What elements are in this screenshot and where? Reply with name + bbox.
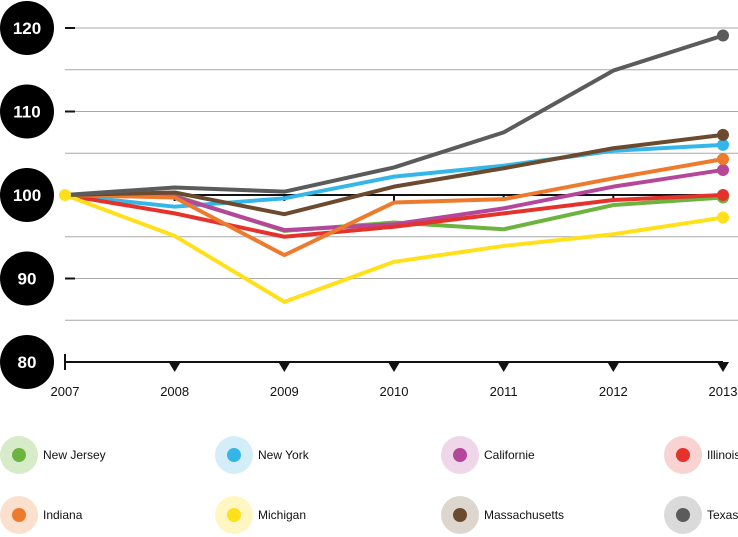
series-end-point [717,29,729,42]
series-start-point [59,189,71,201]
y-tick-badge [0,168,54,222]
y-tick-label: 100 [13,186,41,205]
legend-item-michigan: Michigan [215,495,306,535]
legend-swatch [441,436,479,474]
y-tick-label: 120 [13,19,41,38]
legend-dot [12,448,26,462]
legend-item-illinois: Illinois [664,435,738,475]
x-axis-tick [388,362,400,372]
legend-dot [453,448,467,462]
x-axis-tick [717,362,729,372]
legend-swatch [0,436,38,474]
legend-item-new-york: New York [215,435,309,475]
series-end-point [717,211,729,224]
legend-dot [453,508,467,522]
legend-dot [227,508,241,522]
series-line-texas [63,33,725,197]
series-line-new-york [63,142,725,209]
legend-label: Michigan [258,508,307,522]
legend-label: Indiana [43,508,83,522]
x-tick-label: 2007 [51,384,80,399]
legend-label: New York [258,448,309,462]
y-tick-label: 110 [13,103,40,122]
x-tick-label: 2011 [490,384,518,399]
x-tick-label: 2013 [709,384,738,399]
series-line-indiana [63,157,725,258]
legend-swatch [215,436,253,474]
legend-label: Illinois [707,448,738,462]
x-axis-labels: 2007 2008 2009 2010 2011 2012 2013 [51,384,738,399]
legend-item-californie: Californie [441,435,535,475]
legend-swatch [664,436,702,474]
legend-dot [227,448,241,462]
y-tick-badge [0,251,54,306]
legend-item-texas: Texas [664,495,738,535]
x-tick-label: 2012 [599,384,628,399]
x-tick-label: 2008 [160,384,189,399]
legend-swatch [441,496,479,534]
x-axis-tick [168,362,181,372]
legend-label: Californie [484,448,535,462]
legend-swatch [664,496,702,534]
series-end-point [717,128,729,141]
series-end-point [717,138,729,151]
series-end-point [717,189,729,201]
legend-swatch [0,496,38,534]
legend-label: New Jersey [43,448,106,462]
legend-label: Texas [707,508,738,522]
legend-swatch [215,496,253,534]
legend: New Jersey New York Californie Illinois Indi… [0,425,738,537]
legend-item-new-jersey: New Jersey [0,435,106,475]
legend-dot [676,448,690,462]
x-axis-tick [497,362,510,372]
x-axis-tick [278,362,291,372]
series-line-michigan [63,193,725,304]
legend-dot [12,508,26,522]
x-tick-label: 2010 [380,384,409,399]
legend-label: Massachusetts [484,508,565,522]
legend-item-indiana: Indiana [0,495,82,535]
series-end-point [717,153,729,166]
x-axis-tick [607,362,620,372]
series-line-illinois [63,193,725,239]
y-axis-badges: 120 110 100 90 80 [0,1,54,389]
series-line-massachusetts [63,132,725,217]
y-tick-badge [0,335,54,389]
x-tick-label: 2009 [270,384,299,399]
y-tick-badge [0,84,54,139]
legend-dot [676,508,690,522]
series-end-point [717,163,729,176]
y-tick-badge [0,1,54,55]
series-lines [59,29,729,304]
legend-item-massachusetts: Massachusetts [441,495,564,535]
y-tick-label: 80 [18,353,37,372]
y-tick-label: 90 [18,270,37,289]
